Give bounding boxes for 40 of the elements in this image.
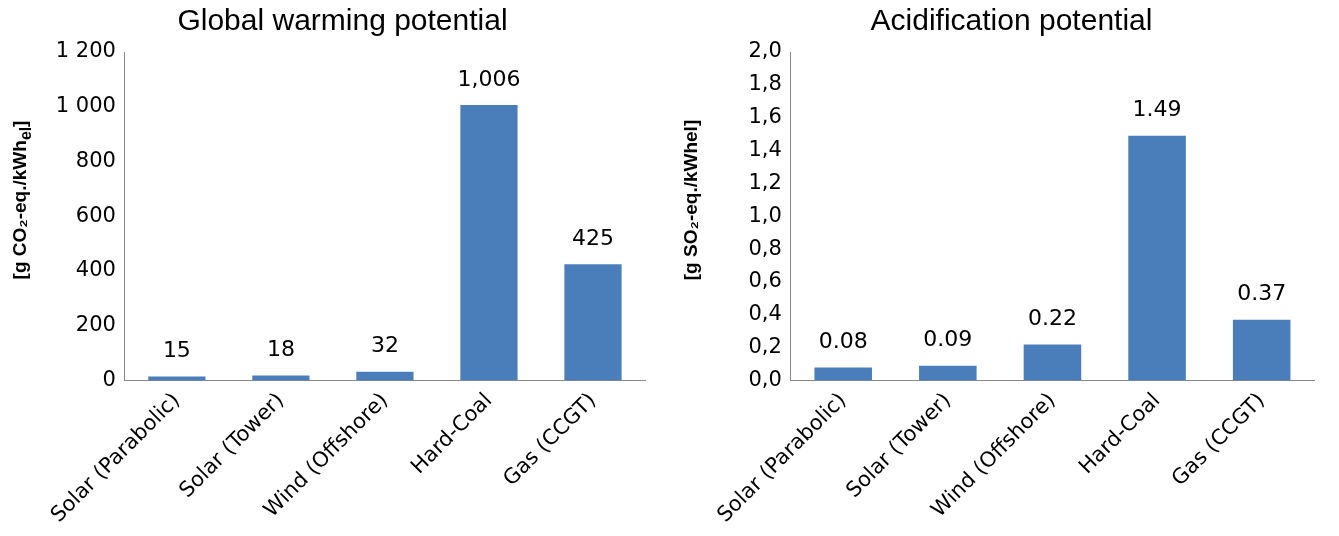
bar (1023, 344, 1082, 381)
bar (148, 376, 206, 381)
bar (460, 105, 518, 381)
bar (814, 367, 872, 381)
y-tick-label: 1,4 (748, 137, 782, 162)
chart-title: Global warming potential (177, 3, 508, 37)
y-axis-title: [g SO₂-eq./kWhel] (680, 119, 702, 281)
data-label: 1.49 (1132, 96, 1182, 122)
y-tick-label: 0 (102, 366, 116, 391)
data-label: 425 (571, 224, 614, 250)
bar (356, 371, 414, 381)
y-tick-label: 0,8 (748, 235, 782, 260)
data-label: 15 (162, 337, 191, 363)
data-label: 0.09 (923, 326, 973, 352)
bar (1232, 319, 1291, 381)
y-tick-label: 0,6 (748, 268, 782, 293)
y-tick-label: 1,0 (748, 202, 782, 227)
y-tick-label: 1,8 (748, 71, 782, 96)
y-tick-label: 1 200 (55, 38, 116, 63)
data-label: 18 (266, 336, 295, 362)
data-label: 0.22 (1027, 305, 1077, 331)
y-tick-label: 0,4 (748, 301, 782, 326)
y-tick-label: 800 (75, 147, 116, 172)
data-label: 1,006 (457, 65, 521, 91)
y-tick-label: 0,2 (748, 334, 782, 359)
data-label: 0.08 (818, 328, 868, 354)
y-tick-label: 1 000 (55, 93, 116, 118)
data-label: 32 (370, 332, 399, 358)
bar (564, 264, 622, 381)
bar (1128, 135, 1186, 381)
y-tick-label: 0,0 (748, 366, 782, 391)
y-tick-label: 2,0 (748, 38, 782, 63)
y-tick-label: 1,2 (748, 169, 782, 194)
bar (919, 365, 977, 381)
y-tick-label: 200 (75, 312, 116, 337)
y-tick-label: 1,6 (748, 104, 782, 129)
y-tick-label: 400 (75, 257, 116, 282)
chart-title: Acidification potential (870, 3, 1153, 37)
data-label: 0.37 (1237, 280, 1287, 306)
y-tick-label: 600 (75, 202, 116, 227)
